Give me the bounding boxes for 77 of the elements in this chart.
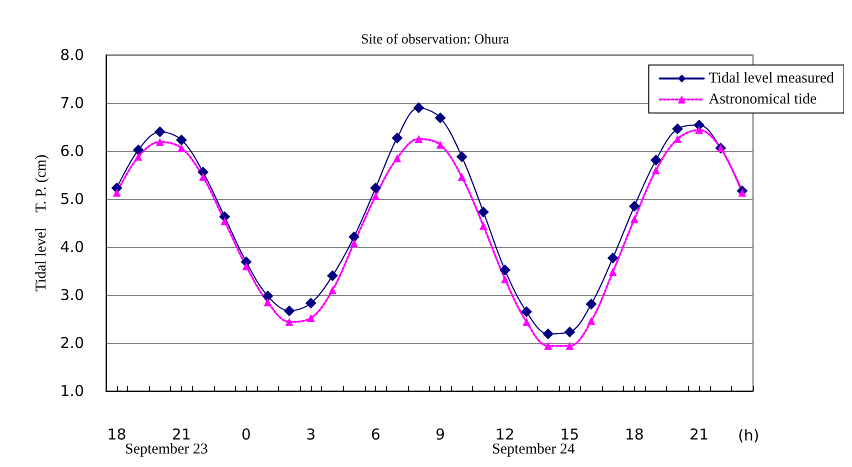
point — [393, 154, 402, 162]
y-tick-label: 5.0 — [60, 190, 84, 208]
point — [305, 298, 316, 309]
point — [199, 172, 208, 181]
point — [479, 222, 488, 230]
point — [566, 342, 574, 350]
point — [242, 262, 250, 270]
point — [500, 275, 509, 284]
chart-title: Site of observation: Ohura — [360, 32, 510, 48]
point — [413, 102, 424, 114]
y-tick-label: 8.0 — [60, 46, 84, 64]
y-axis-title: Tidal level T. P. (cm) — [34, 154, 50, 292]
point — [134, 152, 142, 161]
point — [564, 326, 576, 338]
point — [586, 298, 597, 310]
text: September 23 — [125, 442, 208, 458]
point — [284, 305, 295, 316]
point — [587, 316, 596, 325]
point — [672, 123, 684, 134]
point — [414, 135, 423, 143]
y-tick-label: 3.0 — [60, 286, 84, 304]
point — [112, 188, 121, 197]
point — [456, 151, 468, 162]
point — [630, 215, 638, 224]
x-tick-label: 18 — [624, 426, 644, 444]
point — [177, 144, 186, 152]
x-tick-label: 21 — [690, 426, 709, 444]
point — [348, 231, 360, 242]
legend-label: Astronomical tide — [708, 92, 817, 108]
point — [458, 172, 466, 181]
y-tick-label: 6.0 — [60, 142, 84, 160]
point — [542, 328, 554, 340]
point — [608, 268, 617, 276]
point — [650, 154, 662, 166]
x-tick-label: 12 — [495, 426, 515, 444]
point — [652, 166, 660, 174]
point — [132, 144, 144, 156]
x-tick-label: 0 — [241, 426, 251, 444]
x-tick-label: 15 — [560, 426, 580, 444]
x-tick-label: 6 — [370, 426, 380, 444]
point — [499, 264, 510, 276]
point — [285, 318, 294, 326]
point — [695, 126, 704, 134]
legend-label: Tidal level measured — [708, 70, 834, 86]
point — [521, 306, 532, 318]
point — [738, 188, 746, 197]
y-tick-label: 1.0 — [60, 382, 84, 400]
point — [434, 112, 446, 124]
text: September 24 — [492, 442, 576, 458]
point — [372, 192, 380, 200]
point — [436, 140, 444, 149]
point — [392, 132, 403, 144]
point — [156, 138, 164, 146]
y-tick-label: 4.0 — [60, 238, 84, 256]
point — [306, 314, 315, 322]
x-tick-label: 3 — [306, 426, 316, 444]
point — [264, 298, 272, 306]
point — [262, 290, 274, 302]
x-tick-label: 9 — [436, 426, 446, 444]
x-tick-label: 21 — [172, 426, 192, 444]
point — [350, 239, 358, 248]
point — [478, 206, 489, 218]
point — [607, 252, 618, 264]
point — [544, 342, 552, 350]
point — [326, 270, 338, 282]
point — [628, 200, 640, 212]
point — [220, 217, 229, 226]
point — [154, 126, 166, 138]
point — [328, 286, 336, 294]
x-tick-label: 18 — [107, 426, 126, 444]
x-axis-title: (h) — [738, 426, 760, 444]
point — [370, 182, 382, 194]
y-tick-label: 7.0 — [60, 94, 84, 112]
point — [674, 135, 682, 143]
point — [522, 318, 531, 326]
y-tick-label: 2.0 — [60, 334, 84, 352]
point — [176, 134, 187, 146]
